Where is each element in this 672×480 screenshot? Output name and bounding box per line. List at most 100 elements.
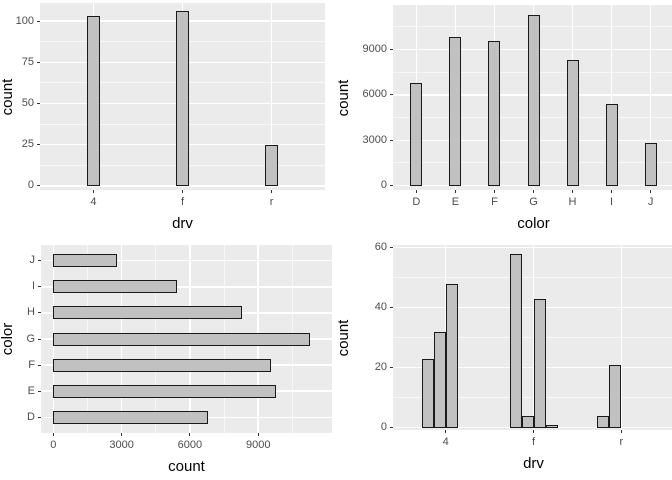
x-tick-label: H: [568, 196, 577, 208]
x-tick-label: I: [610, 196, 614, 208]
major-gridline: [393, 306, 672, 309]
x-axis-title: drv: [523, 455, 544, 472]
x-tick-label: J: [647, 196, 654, 208]
y-axis-tick: [390, 367, 393, 369]
y-tick-label: 100: [15, 14, 34, 27]
category-gridline: [41, 259, 332, 262]
bar: [53, 410, 208, 424]
major-gridline: [393, 184, 672, 187]
y-axis-tick: [38, 338, 41, 340]
minor-gridline: [393, 277, 672, 279]
bar: [566, 60, 579, 186]
bar: [509, 253, 522, 428]
bar: [527, 14, 540, 186]
bar: [545, 424, 558, 428]
x-axis-tick: [620, 430, 622, 433]
y-axis-tick: [38, 364, 41, 366]
bar: [176, 11, 189, 186]
bar: [53, 358, 271, 372]
x-tick-label: G: [529, 196, 538, 208]
y-axis-tick: [390, 94, 393, 96]
x-axis-tick: [533, 190, 534, 193]
x-axis-title: drv: [172, 215, 193, 232]
bar: [533, 298, 546, 428]
y-axis-tick: [390, 139, 393, 141]
bar: [53, 254, 118, 268]
minor-gridline: [393, 337, 672, 339]
y-axis-tick: [390, 307, 393, 309]
y-axis-tick: [38, 286, 41, 288]
bar: [521, 415, 534, 428]
x-tick-label: 0: [50, 439, 57, 451]
y-axis-tick: [390, 247, 393, 249]
y-tick-label: 50: [21, 97, 34, 109]
x-axis-tick: [189, 433, 191, 436]
bar: [597, 415, 610, 428]
x-tick-label: E: [451, 196, 460, 208]
x-axis-tick: [533, 430, 534, 433]
y-axis-tick: [390, 49, 393, 51]
y-tick-label: 0: [380, 179, 387, 192]
x-axis-tick: [271, 190, 273, 193]
x-axis-tick: [257, 433, 259, 436]
y-axis-tick: [37, 144, 40, 146]
y-tick-label: 0: [380, 421, 387, 434]
x-tick-label: r: [619, 436, 624, 448]
y-tick-label: I: [31, 280, 35, 293]
y-tick-label: 3000: [362, 133, 387, 146]
y-tick-label: 20: [374, 361, 387, 374]
x-axis-tick: [650, 190, 652, 193]
minor-gridline: [393, 397, 672, 399]
category-gridline: [620, 245, 623, 430]
y-axis-tick: [38, 390, 41, 392]
major-gridline: [393, 246, 672, 249]
bar: [605, 103, 618, 186]
chart-drv-dodged-bar: drv count 0 20 40 60 4 f r: [336, 240, 672, 480]
x-tick-label: 3000: [109, 439, 134, 451]
bar: [445, 283, 458, 428]
bar: [53, 332, 311, 346]
y-tick-label: G: [26, 332, 35, 345]
y-tick-label: 9000: [362, 43, 387, 56]
x-tick-label: 6000: [177, 439, 203, 451]
chart-drv-count-bar: drv count 0 25 50 75 100 4 f r: [0, 0, 336, 240]
x-axis-tick: [493, 190, 495, 193]
y-tick-label: 75: [21, 55, 34, 68]
y-axis-tick: [37, 185, 40, 187]
bar: [53, 306, 243, 320]
category-gridline: [649, 5, 652, 190]
bar: [53, 384, 277, 398]
x-tick-label: F: [491, 196, 498, 208]
x-tick-label: r: [269, 196, 274, 208]
y-tick-label: F: [28, 358, 35, 371]
x-axis-tick: [52, 433, 54, 436]
major-gridline: [393, 426, 672, 429]
y-tick-label: 60: [374, 241, 387, 254]
x-axis-tick: [445, 430, 447, 433]
x-axis-tick: [182, 190, 183, 193]
y-axis-tick: [37, 103, 40, 104]
bar: [488, 41, 501, 186]
y-axis-tick: [38, 416, 41, 418]
y-tick-label: 0: [27, 179, 34, 192]
x-axis-tick: [121, 433, 123, 436]
bar: [410, 83, 423, 186]
bar: [53, 280, 177, 294]
chart-diamond-color-bar-flipped: count color 0 3000 6000 9000 J I H G F E D: [0, 240, 336, 480]
bar: [449, 37, 462, 186]
y-tick-label: 6000: [362, 88, 387, 101]
x-tick-label: 4: [90, 196, 97, 208]
x-tick-label: f: [531, 436, 536, 448]
bar: [86, 16, 100, 186]
x-tick-label: 9000: [245, 439, 271, 451]
x-axis-tick: [415, 190, 417, 193]
bar: [644, 143, 657, 186]
bar: [265, 144, 279, 186]
y-tick-label: E: [27, 384, 35, 397]
major-gridline: [393, 366, 672, 369]
y-axis-tick: [38, 312, 41, 314]
category-gridline: [270, 3, 273, 190]
y-tick-label: J: [29, 254, 36, 267]
category-gridline: [41, 286, 332, 288]
